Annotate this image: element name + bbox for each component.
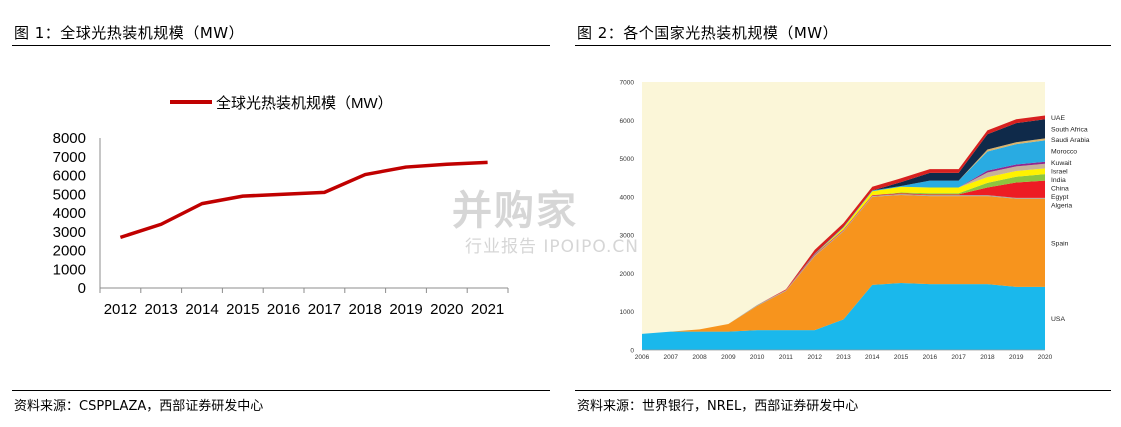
chart2-area-morocco bbox=[642, 140, 1045, 334]
chart2-x-tick-label: 2018 bbox=[980, 354, 995, 361]
chart2-x-tick-label: 2006 bbox=[635, 354, 650, 361]
global-csp-line-chart: 全球光热装机规模（MW） 010002000300040005000600070… bbox=[53, 94, 509, 318]
chart2-x-tick-label: 2007 bbox=[664, 354, 679, 361]
figure1-bottom-rule bbox=[12, 390, 550, 391]
chart2-legend-label: India bbox=[1051, 177, 1066, 184]
chart2-x-tick-label: 2016 bbox=[923, 354, 938, 361]
chart1-x-tick-label: 2018 bbox=[349, 301, 382, 318]
figure1-title: 图 1：全球光热装机规模（MW） bbox=[14, 24, 245, 42]
chart1-x-tick-label: 2019 bbox=[389, 301, 422, 318]
chart1-y-tick-label: 7000 bbox=[53, 149, 86, 166]
chart1-y-tick-label: 8000 bbox=[53, 130, 86, 147]
chart2-legend-label: Saudi Arabia bbox=[1051, 137, 1090, 144]
figure1-source: 资料来源：CSPPLAZA，西部证券研发中心 bbox=[14, 399, 264, 414]
chart1-series-line bbox=[119, 160, 488, 240]
figure2-source: 资料来源：世界银行，NREL，西部证券研发中心 bbox=[577, 399, 859, 414]
chart1-y-tick-label: 5000 bbox=[53, 186, 86, 203]
chart2-x-tick-label: 2011 bbox=[779, 354, 793, 361]
chart1-y-tick-label: 4000 bbox=[53, 205, 86, 222]
figure1-top-rule bbox=[12, 45, 550, 46]
chart2-area-usa bbox=[642, 283, 1045, 350]
chart2-legend-label: USA bbox=[1051, 316, 1065, 323]
watermark-main: 并购家 bbox=[452, 188, 578, 234]
chart2-legend-label: Israel bbox=[1051, 169, 1068, 176]
figure2-title: 图 2：各个国家光热装机规模（MW） bbox=[577, 24, 839, 42]
chart2-y-tick-label: 1000 bbox=[620, 309, 635, 316]
chart2-legend-label: South Africa bbox=[1051, 126, 1088, 133]
chart2-x-tick-label: 2012 bbox=[807, 354, 822, 361]
figure2-top-rule bbox=[575, 45, 1111, 46]
chart2-x-axis: 2006 2007 2008 2009 2010 2011 2012 2013 2014 2015… bbox=[635, 349, 1053, 361]
chart2-x-tick-label: 2008 bbox=[692, 354, 707, 361]
chart2-y-tick-label: 5000 bbox=[620, 156, 635, 163]
chart2-x-tick-label: 2020 bbox=[1038, 354, 1053, 361]
chart2-y-tick-label: 2000 bbox=[620, 271, 635, 278]
watermark-sub: 行业报告 IPOIPO.CN bbox=[465, 237, 639, 257]
chart2-y-tick-label: 0 bbox=[630, 348, 634, 355]
chart1-y-tick-label: 0 bbox=[78, 280, 86, 297]
chart2-legend-label: Algeria bbox=[1051, 203, 1072, 210]
chart2-area-south-africa bbox=[642, 119, 1045, 334]
chart1-legend: 全球光热装机规模（MW） bbox=[170, 94, 393, 112]
chart2-x-tick-label: 2013 bbox=[836, 354, 851, 361]
chart2-legend-label: China bbox=[1051, 186, 1069, 193]
chart1-legend-label: 全球光热装机规模（MW） bbox=[216, 94, 393, 112]
chart1-x-tick-label: 2021 bbox=[471, 301, 504, 318]
chart1-y-tick-label: 1000 bbox=[53, 261, 86, 278]
figure2-bottom-rule bbox=[575, 390, 1111, 391]
chart2-legend-label: Egypt bbox=[1051, 194, 1068, 201]
chart2-y-tick-label: 7000 bbox=[620, 80, 635, 87]
chart2-legend-label: UAE bbox=[1051, 115, 1065, 122]
chart2-x-tick-label: 2019 bbox=[1009, 354, 1024, 361]
chart1-y-tick-label: 3000 bbox=[53, 224, 86, 241]
chart1-x-tick-label: 2013 bbox=[145, 301, 178, 318]
chart1-plot-area bbox=[119, 160, 488, 240]
chart2-x-tick-label: 2014 bbox=[865, 354, 880, 361]
chart2-x-tick-label: 2009 bbox=[721, 354, 736, 361]
chart1-y-tick-label: 2000 bbox=[53, 243, 86, 260]
chart2-area-spain bbox=[642, 194, 1045, 334]
chart1-x-tick-label: 2012 bbox=[104, 301, 137, 318]
chart1-x-tick-label: 2014 bbox=[185, 301, 218, 318]
chart1-x-axis: 2012 2013 2014 2015 2016 2017 2018 2019 2020 2021 bbox=[99, 287, 509, 318]
chart1-x-tick-label: 2015 bbox=[226, 301, 259, 318]
chart2-area-egypt bbox=[642, 180, 1045, 334]
chart2-x-tick-label: 2015 bbox=[894, 354, 909, 361]
chart1-x-tick-label: 2017 bbox=[308, 301, 341, 318]
chart1-y-tick-label: 6000 bbox=[53, 168, 86, 185]
chart2-y-tick-label: 3000 bbox=[620, 233, 635, 240]
chart2-y-tick-label: 4000 bbox=[620, 194, 635, 201]
chart2-legend-label: Morocco bbox=[1051, 149, 1077, 156]
chart2-legend-label: Spain bbox=[1051, 240, 1069, 247]
chart1-x-tick-label: 2016 bbox=[267, 301, 300, 318]
chart2-legend-label: Kuwait bbox=[1051, 160, 1072, 167]
chart1-x-tick-label: 2020 bbox=[430, 301, 463, 318]
chart2-y-axis: 0 1000 2000 3000 4000 5000 6000 7000 bbox=[620, 80, 635, 355]
chart2-y-tick-label: 6000 bbox=[620, 118, 635, 125]
chart2-areas bbox=[642, 115, 1045, 350]
chart2-x-tick-label: 2017 bbox=[951, 354, 966, 361]
chart2-area-uae bbox=[642, 115, 1045, 334]
chart2-x-tick-label: 2010 bbox=[750, 354, 765, 361]
chart2-legend: UAE South Africa Saudi Arabia Morocco Kuwait… bbox=[1051, 115, 1090, 323]
